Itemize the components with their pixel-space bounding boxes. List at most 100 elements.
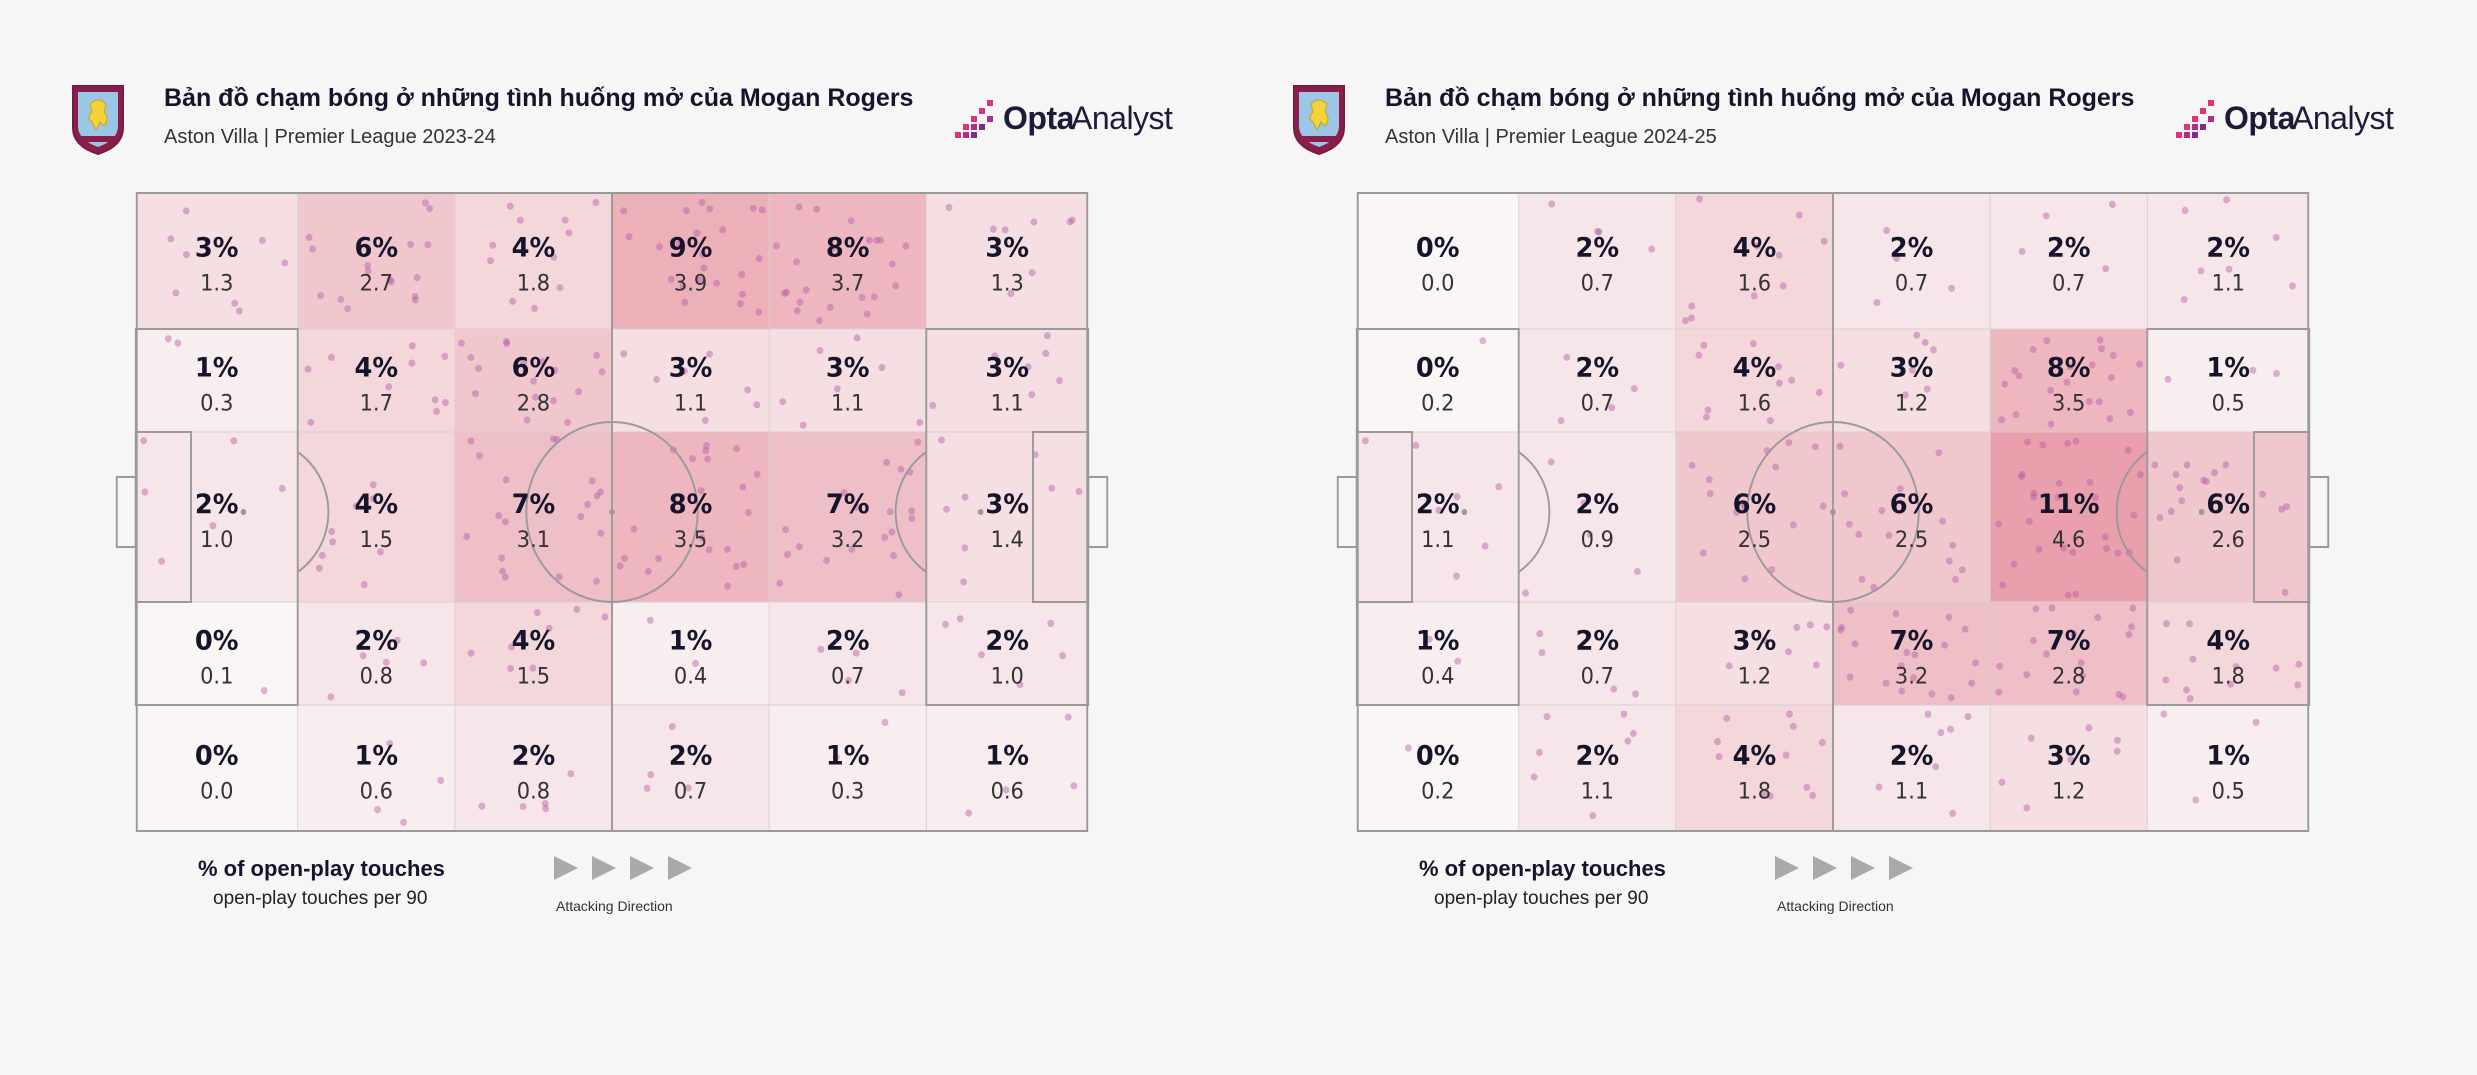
touch-dot (1964, 712, 1972, 721)
touch-dot (758, 206, 766, 214)
heatmap-cell (297, 432, 455, 602)
touch-dot (1875, 783, 1883, 791)
touch-dot (1753, 242, 1761, 250)
touch-dot (555, 573, 563, 581)
cell-pct-label: 2% (1575, 626, 1619, 657)
touch-dot (956, 615, 964, 623)
touch-dot (1911, 651, 1919, 659)
touch-dot (749, 204, 757, 212)
touch-dot (698, 198, 706, 207)
touch-dot (1536, 630, 1544, 638)
touch-dot (2114, 549, 2122, 557)
logo-word-opta: Opta (2224, 100, 2295, 136)
touch-dot (2272, 664, 2280, 672)
touch-dot (1930, 346, 1937, 354)
touch-dot (541, 800, 549, 808)
touch-dot (520, 358, 528, 366)
touch-dot (413, 274, 421, 282)
touch-dot (2023, 804, 2031, 812)
cell-pct-label: 2% (1416, 489, 1460, 520)
touch-dot (2039, 441, 2047, 449)
touch-dot (1059, 652, 1066, 660)
touch-dot (328, 353, 335, 361)
cell-per90-label: 0.4 (674, 664, 707, 690)
touch-dot (2294, 681, 2302, 689)
touch-dot (2088, 361, 2096, 369)
touch-dot (2183, 686, 2190, 694)
cell-per90-label: 2.7 (360, 271, 393, 297)
touch-dot (1700, 341, 1708, 349)
touch-dot (680, 367, 688, 375)
touch-dot (1594, 227, 1602, 236)
heatmap-cell (135, 192, 298, 329)
touch-dot (1811, 443, 1819, 451)
cell-pct-label: 0% (195, 741, 239, 772)
touch-dot (1362, 437, 1369, 445)
touch-dot (898, 689, 906, 697)
touch-dot (620, 350, 628, 358)
touch-dot (840, 489, 848, 497)
touch-dot (431, 396, 439, 404)
touch-dot (1030, 218, 1038, 226)
cell-per90-label: 1.8 (2212, 664, 2245, 690)
heatmap-cell (1990, 705, 2148, 832)
touch-dot (507, 664, 514, 673)
cell-pct-label: 7% (826, 489, 870, 520)
heatmap-cell (769, 192, 927, 329)
heatmap-cell (135, 602, 298, 705)
cell-per90-label: 0.7 (674, 779, 707, 805)
touch-dot (530, 377, 538, 385)
cell-per90-label: 1.4 (991, 528, 1024, 554)
heatmap-cell (1675, 432, 1833, 602)
center-spot (1830, 509, 1836, 515)
touch-dot (2064, 439, 2071, 447)
touch-dot (929, 401, 937, 409)
touch-dot (1948, 284, 1956, 292)
touch-dot (502, 573, 509, 581)
touch-dot (1630, 385, 1638, 393)
touch-dot (738, 270, 746, 278)
touch-dot (1016, 681, 1024, 689)
touch-dot (1846, 520, 1853, 528)
touch-dot (2129, 604, 2137, 612)
heatmap-cell (769, 329, 927, 432)
touch-dot (2180, 296, 2188, 304)
heatmap-cell (612, 602, 770, 705)
touch-dot (616, 562, 624, 570)
touch-dot (2094, 613, 2102, 622)
touch-dot (542, 805, 550, 813)
touch-dot (816, 346, 824, 355)
touch-dot (2109, 351, 2117, 360)
touch-dot (1750, 292, 1758, 300)
touch-dot (1847, 606, 1855, 614)
touch-dot (699, 251, 707, 259)
touch-dot (1705, 476, 1713, 484)
heatmap-cell (2147, 432, 2310, 602)
touch-dot (2048, 604, 2056, 612)
touch-dot (499, 567, 506, 575)
touch-dot (304, 365, 312, 373)
touch-dot (182, 207, 190, 215)
touch-dot (1995, 688, 2003, 696)
cell-pct-label: 2% (2047, 233, 2091, 264)
touch-dot (845, 676, 852, 684)
cell-per90-label: 1.5 (360, 528, 393, 554)
attacking-direction-arrows-icon (554, 856, 692, 880)
touch-dot (400, 818, 408, 826)
touch-dot (2042, 212, 2050, 220)
touch-dot (2030, 637, 2037, 645)
touch-dot (1624, 737, 1632, 745)
touch-dot (1715, 753, 1723, 761)
touch-dot (1937, 729, 1945, 737)
touch-dot (1481, 542, 1489, 550)
logo-word-analyst: Analyst (1071, 100, 1173, 136)
cell-per90-label: 0.7 (2052, 271, 2085, 297)
touch-dot (1725, 662, 1733, 670)
touch-dot (703, 442, 710, 450)
touch-dot (700, 264, 708, 272)
touch-dot (667, 275, 675, 283)
cell-per90-label: 0.8 (360, 664, 393, 690)
cell-pct-label: 3% (669, 353, 713, 384)
heatmap-cell (135, 329, 298, 432)
touch-dot (328, 528, 336, 536)
